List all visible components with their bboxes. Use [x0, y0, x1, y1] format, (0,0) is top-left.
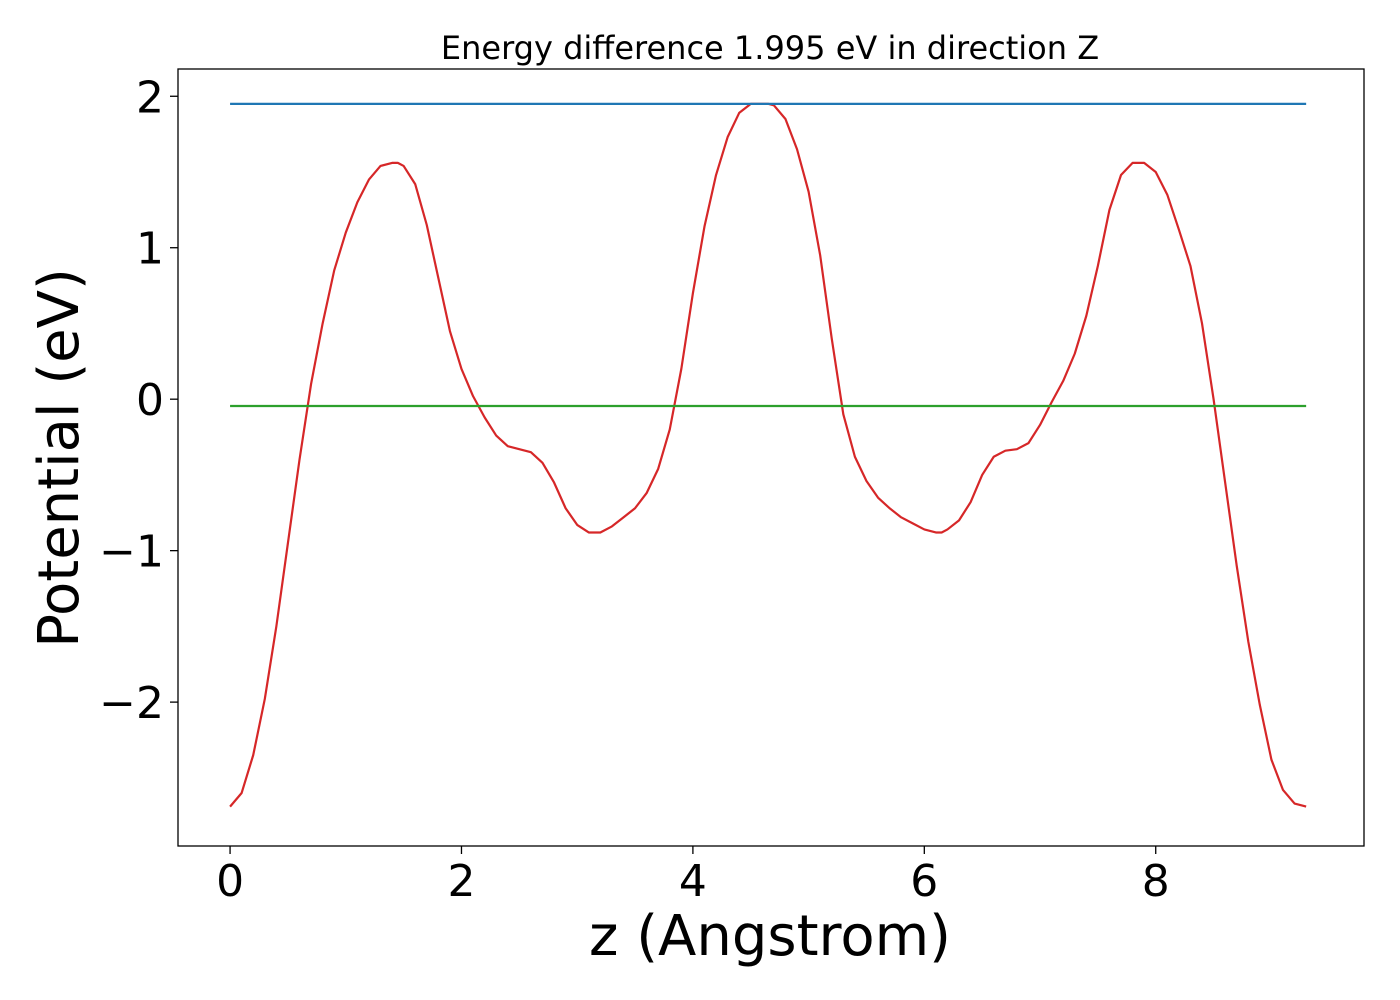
y-tick-label: −1 [99, 527, 164, 578]
y-tick-label: 1 [136, 224, 164, 275]
x-axis-label: z (Angstrom) [589, 904, 951, 969]
y-tick-label: 0 [136, 375, 164, 426]
chart-title: Energy difference 1.995 eV in direction … [441, 29, 1099, 67]
x-axis: 0 2 4 6 8 [216, 846, 1170, 907]
y-axis: −2 −1 0 1 2 [99, 72, 178, 729]
plot-frame [177, 68, 1365, 847]
x-tick-label: 2 [447, 856, 475, 907]
x-tick-label: 6 [910, 856, 938, 907]
y-tick-label: 2 [136, 72, 164, 123]
x-tick-label: 8 [1142, 856, 1170, 907]
series-line-potential [229, 102, 1307, 808]
x-tick-label: 4 [679, 856, 707, 907]
y-tick-label: −2 [99, 678, 164, 729]
y-axis-label: Potential (eV) [27, 268, 92, 648]
x-tick-label: 0 [216, 856, 244, 907]
plot-lines [229, 102, 1307, 808]
